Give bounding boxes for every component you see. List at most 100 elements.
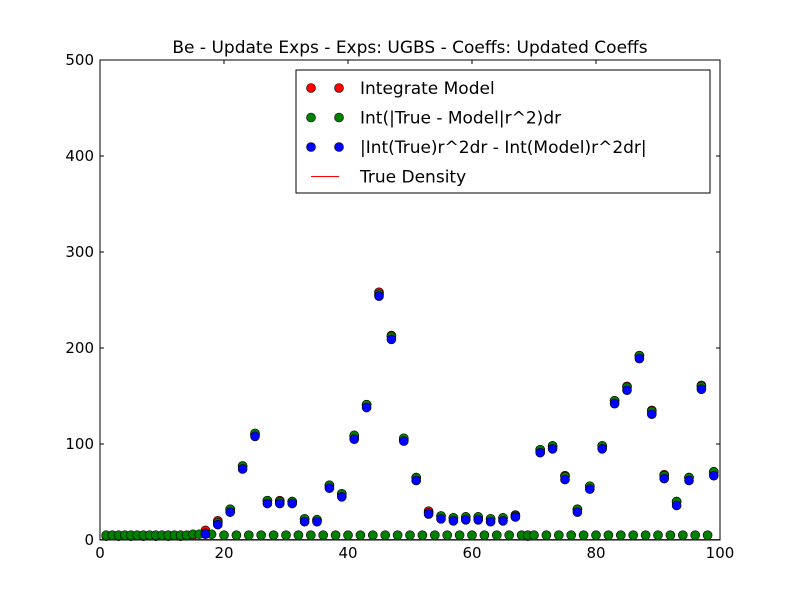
data-point [262,498,273,509]
data-point [398,436,409,446]
data-point [665,530,676,541]
data-point [603,530,614,541]
data-point [299,516,310,527]
data-point [479,530,490,541]
data-point [312,516,322,527]
legend-label: True Density [359,168,466,188]
data-point [591,530,601,541]
data-point [460,515,471,525]
x-tick-label: 80 [586,544,605,562]
data-point [281,530,291,541]
data-point [491,530,502,541]
data-point [702,530,713,541]
data-point [640,530,651,541]
legend: Integrate Model Int(|True - Model|r^2)dr |… [295,69,711,194]
data-point [560,474,570,485]
x-tick-label: 0 [95,544,105,562]
data-point [541,530,552,541]
data-point [237,464,248,474]
data-point [708,470,719,481]
legend-marker [334,83,344,93]
data-point [225,507,235,517]
data-point [386,334,397,345]
data-point [343,530,353,541]
data-point [696,384,707,395]
data-point [318,530,329,541]
x-tick-label: 20 [214,544,233,562]
data-point [578,530,589,541]
data-point [615,530,626,541]
data-point [330,530,341,541]
data-point [244,530,254,541]
data-point [256,530,267,541]
data-point [572,507,583,517]
x-tick-label: 60 [462,544,481,562]
data-point [597,443,608,454]
data-point [547,443,558,454]
data-point [566,530,577,541]
legend-box [295,69,711,194]
data-point [392,530,403,541]
legend-label: |Int(True)r^2dr - Int(Model)r^2dr| [360,138,647,158]
data-point [473,515,484,525]
data-point [529,530,539,541]
data-point [231,530,242,541]
data-point [349,434,360,445]
data-point [671,500,682,511]
data-point [634,353,645,364]
legend-marker [306,83,316,93]
legend-entry: |Int(True)r^2dr - Int(Model)r^2dr| [306,138,647,158]
data-point [268,530,279,541]
data-point [677,530,688,541]
data-point [535,447,546,458]
data-point [622,385,632,396]
data-point [374,291,384,301]
x-tick-label: 40 [338,544,357,562]
data-point [448,515,459,526]
data-point [405,530,415,541]
data-point [380,530,391,541]
data-point [684,475,694,486]
data-point [213,519,223,530]
data-point [504,530,515,541]
legend-entry: Integrate Model [306,79,495,99]
data-point [324,483,335,493]
data-point [609,398,620,409]
data-point [336,491,347,502]
y-tick-label: 200 [65,339,94,357]
data-point [467,530,477,541]
legend-marker [334,112,344,123]
data-point [436,514,446,524]
data-point [355,530,366,541]
data-point [287,498,298,509]
data-point [219,530,229,541]
data-point [510,512,521,522]
data-point [584,484,595,494]
chart-title: Be - Update Exps - Exps: UGBS - Coeffs: … [172,38,647,58]
data-point [653,530,663,541]
data-point [454,530,465,541]
legend-entry: Int(|True - Model|r^2)dr [306,109,561,129]
y-tick-label: 300 [65,243,94,261]
legend-entry: True Density [311,168,466,188]
data-point [690,530,701,541]
data-point [423,509,434,519]
y-tick-label: 0 [84,531,94,549]
y-tick-label: 500 [65,51,94,69]
plot-area: 0 20 40 60 80 100 0 100 200 300 400 500 [65,51,734,562]
data-point [367,530,378,541]
y-tick-label: 400 [65,147,94,165]
data-point [305,530,316,541]
data-point [274,498,285,509]
data-point [646,409,657,420]
data-point [417,530,428,541]
data-point [628,530,639,541]
series-2 [200,291,719,540]
data-point [200,529,211,540]
data-point [250,431,260,442]
legend-marker [306,142,316,152]
data-point [429,530,440,541]
legend-label: Int(|True - Model|r^2)dr [360,109,561,129]
axes-frame [99,59,721,541]
